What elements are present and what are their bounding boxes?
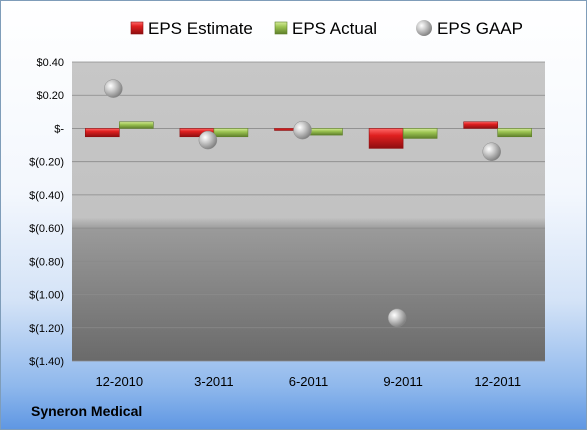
marker-eps-gaap <box>293 120 312 140</box>
company-name: Syneron Medical <box>31 403 143 419</box>
marker-eps-gaap <box>104 79 123 98</box>
marker-eps-gaap <box>198 130 218 150</box>
legend-swatch-eps-gaap <box>416 20 432 36</box>
bar-eps-actual <box>119 121 154 129</box>
y-tick-label: $0.20 <box>36 90 64 102</box>
y-tick-label: $(0.80) <box>29 256 64 268</box>
legend-label-eps-gaap: EPS GAAP <box>437 19 523 38</box>
legend: EPS Estimate EPS Actual EPS GAAP <box>130 19 523 38</box>
x-category-label: 9-2011 <box>383 374 423 389</box>
y-tick-label: $(0.20) <box>29 157 64 169</box>
plot-area <box>72 62 545 361</box>
bar-eps-actual <box>213 128 249 138</box>
legend-swatch-eps-actual <box>274 21 288 35</box>
gaap-markers <box>104 79 501 328</box>
y-tick-label: $- <box>54 123 64 135</box>
legend-label-eps-actual: EPS Actual <box>292 19 377 38</box>
legend-swatch-eps-estimate <box>130 21 144 35</box>
marker-eps-gaap <box>387 308 407 328</box>
bar-eps-actual <box>402 128 438 139</box>
bar-eps-estimate <box>85 128 120 138</box>
bar-eps-actual <box>497 128 533 138</box>
bar-marks <box>85 121 533 149</box>
y-tick-label: $(1.00) <box>29 290 64 302</box>
y-tick-label: $(0.60) <box>29 223 64 235</box>
legend-item-eps-gaap: EPS GAAP <box>416 19 523 38</box>
legend-item-eps-actual: EPS Actual <box>274 19 377 38</box>
x-category-label: 3-2011 <box>194 374 234 389</box>
legend-label-eps-estimate: EPS Estimate <box>148 19 253 38</box>
y-tick-label: $0.40 <box>36 57 64 69</box>
y-tick-label: $(1.40) <box>29 356 64 368</box>
marker-eps-gaap <box>482 142 501 161</box>
x-category-label: 12-2011 <box>474 374 521 389</box>
bar-eps-estimate <box>368 128 404 149</box>
y-tick-label: $(1.20) <box>29 323 64 335</box>
bar-eps-estimate <box>463 121 499 129</box>
x-axis-category-labels: 12-2010 3-2011 6-2011 9-2011 12-2011 <box>95 374 521 389</box>
bar-eps-actual <box>308 128 343 136</box>
x-category-label: 12-2010 <box>95 374 143 389</box>
y-axis-tick-labels: $0.40 $0.20 $- $(0.20) $(0.40) $(0.60) $(0.80)… <box>29 57 64 368</box>
y-tick-label: $(0.40) <box>29 190 64 202</box>
legend-item-eps-estimate: EPS Estimate <box>130 19 253 38</box>
x-category-label: 6-2011 <box>289 374 329 389</box>
